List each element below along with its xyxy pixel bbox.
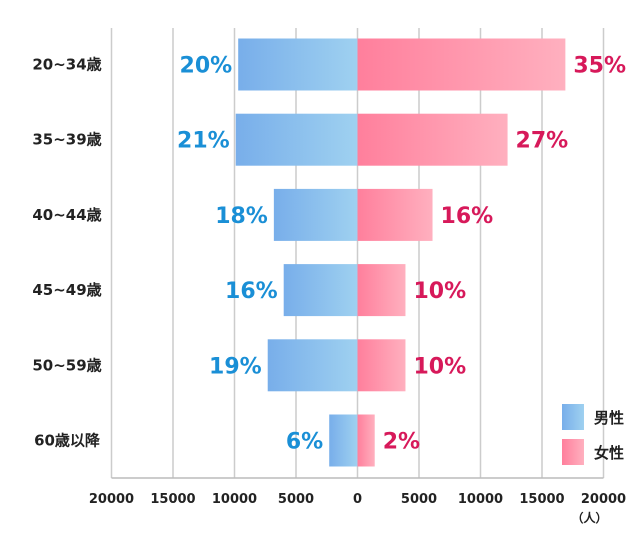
- category-label: 20~34歳: [32, 56, 101, 74]
- data-label-male: 6%: [286, 430, 323, 455]
- data-label-male: 16%: [225, 279, 278, 304]
- labels-group: 20~34歳 20% 35% 35~39歳 21% 27% 40~44歳 18% 16% 45~4…: [32, 54, 626, 455]
- bar-female: [357, 414, 375, 467]
- x-tick-label: 5000: [401, 492, 437, 507]
- data-label-female: 16%: [441, 204, 494, 229]
- x-axis-ticks: 20000 15000 10000 5000 0 5000 10000 15000 20000 （…: [89, 492, 626, 525]
- bar-female: [357, 38, 566, 91]
- category-label: 35~39歳: [32, 131, 101, 149]
- x-tick-label: 20000: [581, 492, 626, 507]
- bar-male: [283, 264, 358, 317]
- bar-male: [273, 188, 358, 241]
- x-tick-label: 10000: [458, 492, 503, 507]
- bar-male: [329, 414, 358, 467]
- x-tick-label: 15000: [150, 492, 195, 507]
- data-label-female: 35%: [573, 54, 626, 79]
- category-label: 40~44歳: [32, 206, 101, 224]
- category-label: 60歳以降: [34, 432, 101, 450]
- grid-lines: [110, 28, 605, 479]
- data-label-male: 21%: [177, 129, 230, 154]
- bar-female: [357, 264, 406, 317]
- data-label-female: 27%: [516, 129, 569, 154]
- data-label-female: 2%: [383, 430, 420, 455]
- category-label: 50~59歳: [32, 356, 101, 374]
- bar-female: [357, 188, 433, 241]
- bar-male: [267, 339, 358, 392]
- x-tick-label: 5000: [278, 492, 314, 507]
- x-tick-label: 20000: [89, 492, 134, 507]
- bar-female: [357, 113, 508, 166]
- legend-swatch-male: [562, 404, 584, 430]
- data-label-female: 10%: [413, 279, 466, 304]
- data-label-male: 18%: [215, 204, 268, 229]
- bar-male: [235, 113, 358, 166]
- x-tick-label: 15000: [519, 492, 564, 507]
- x-tick-label: 10000: [212, 492, 257, 507]
- category-label: 45~49歳: [32, 281, 101, 299]
- data-label-female: 10%: [413, 354, 466, 379]
- bar-female: [357, 339, 406, 392]
- bars-group: [235, 38, 566, 467]
- legend-label-female: 女性: [594, 444, 624, 462]
- bar-male: [238, 38, 358, 91]
- legend-swatch-female: [562, 439, 584, 465]
- legend-label-male: 男性: [594, 409, 624, 427]
- data-label-male: 20%: [180, 54, 233, 79]
- data-label-male: 19%: [209, 354, 262, 379]
- x-tick-label: 0: [353, 492, 362, 507]
- x-unit-label: （人）: [571, 510, 607, 525]
